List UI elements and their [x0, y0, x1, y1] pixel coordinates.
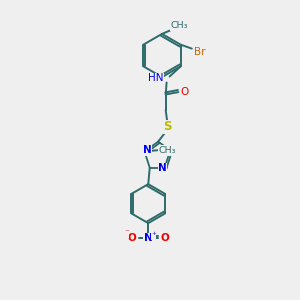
Text: CH₃: CH₃: [159, 146, 176, 154]
Text: N: N: [144, 233, 153, 243]
Text: Br: Br: [194, 46, 206, 57]
Text: O: O: [181, 87, 189, 97]
Text: HN: HN: [148, 73, 164, 83]
Text: O: O: [127, 233, 136, 243]
Text: ⁺: ⁺: [151, 231, 156, 240]
Text: N: N: [163, 146, 172, 156]
Text: N: N: [158, 163, 167, 173]
Text: CH₃: CH₃: [170, 21, 188, 30]
Text: S: S: [163, 120, 172, 134]
Text: N: N: [142, 145, 151, 155]
Text: O: O: [161, 233, 170, 243]
Text: ⁻: ⁻: [124, 228, 129, 237]
